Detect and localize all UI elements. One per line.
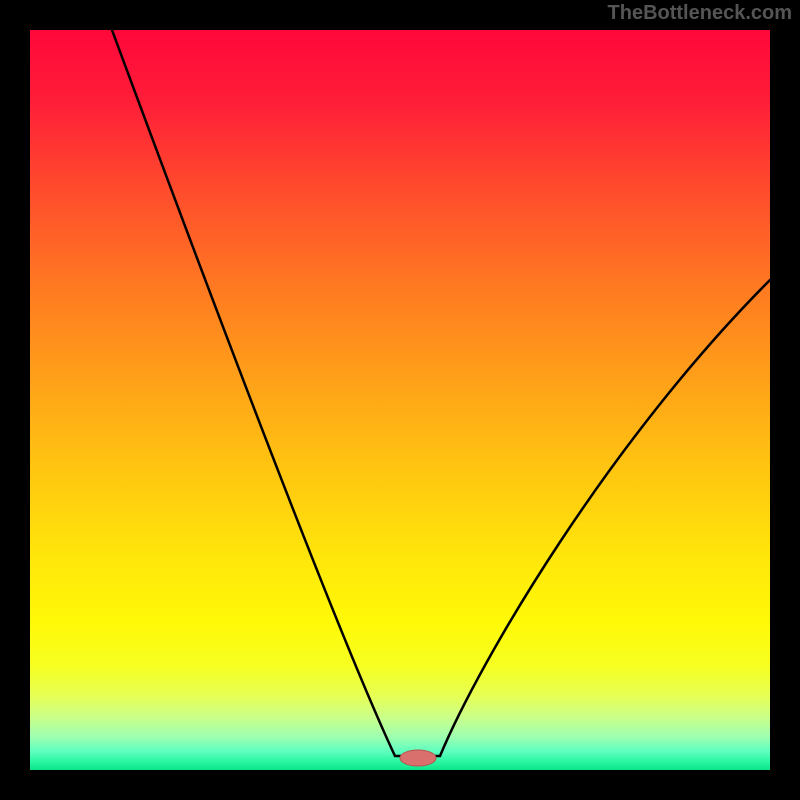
bottleneck-chart (0, 0, 800, 800)
optimal-point-marker (400, 750, 436, 766)
gradient-background (30, 30, 770, 770)
watermark-text: TheBottleneck.com (608, 2, 792, 25)
chart-container: TheBottleneck.com (0, 0, 800, 800)
